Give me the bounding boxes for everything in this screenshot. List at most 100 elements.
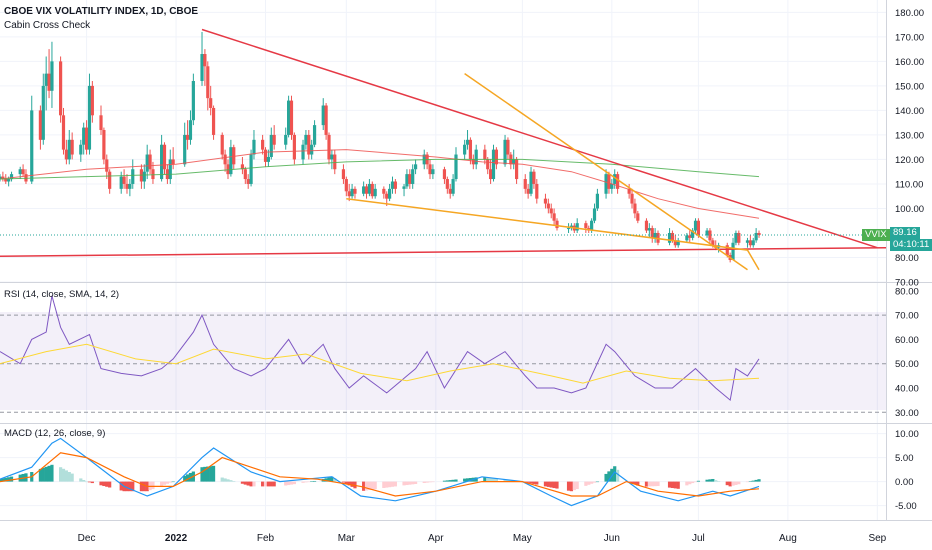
macd-tick-label: 0.00 [895,477,914,488]
macd-histogram-bar [413,481,418,484]
macd-histogram-bar [653,481,657,487]
macd-histogram-bar [688,481,692,485]
macd-histogram-bar [70,473,74,482]
macd-histogram-bar [330,476,334,482]
macd-histogram-bar [711,478,715,482]
candle-body [64,149,68,160]
macd-histogram-bar [650,481,654,487]
macd-histogram-bar [220,477,224,482]
candle-body [252,139,256,155]
candle-body [321,105,325,126]
macd-histogram-bar [526,481,530,483]
macd-histogram-bar [630,481,634,484]
rsi-tick-label: 70.00 [895,311,919,322]
candle-body [405,174,409,187]
macd-histogram-bar [266,481,270,487]
macd-histogram-bar [229,480,233,482]
candle-body [693,220,698,231]
candle-body [566,228,571,230]
candle-body [79,144,83,155]
macd-histogram-bar [362,481,366,491]
candle-body [575,223,579,231]
macd-tick-label: 5.00 [895,453,914,464]
macd-histogram-bar [165,481,169,484]
macd-histogram-bar [572,481,576,491]
candle-body [185,134,190,140]
macd-histogram-bar [405,481,409,486]
candle-body [160,144,164,180]
macd-histogram-bar [685,481,689,486]
macd-histogram-bar [734,481,738,485]
macd-histogram-bar [549,481,553,488]
macd-histogram-bar [402,481,406,486]
macd-histogram-bar [286,481,291,486]
candle-body [347,191,351,197]
candle-body [82,127,86,145]
candle-body [408,174,412,184]
candle-body [667,232,672,243]
macd-histogram-bar [592,481,597,483]
macd-histogram-bar [587,481,591,485]
macd-histogram-bar [269,481,273,487]
macd-histogram-bar [304,481,308,483]
candle-body [413,164,418,170]
macd-histogram-bar [503,479,507,482]
price-tick-label: 120.00 [895,155,924,166]
candle-body [108,171,112,189]
candle-body [523,179,527,189]
macd-histogram-bar [575,481,579,490]
macd-histogram-bar [745,481,750,483]
candle-body [362,186,366,194]
price-tick-label: 70.00 [895,278,919,289]
macd-histogram-bar [373,481,377,490]
price-layer [0,28,887,271]
candle-body [448,188,452,194]
candle-body [471,159,475,165]
macd-histogram-bar [226,479,230,482]
candle-body [627,188,631,194]
time-tick-label: Dec [78,533,96,544]
trend-line-1 [201,28,878,249]
sma-red-line [0,149,760,219]
candle-body [226,164,230,175]
candle-body [535,183,539,199]
price-tick-label: 170.00 [895,32,924,43]
macd-histogram-bar [44,466,48,482]
candle-body [691,230,695,238]
candle-body [232,147,236,165]
rsi-tick-label: 80.00 [895,286,919,297]
macd-histogram-bar [532,481,536,484]
rsi-tick-label: 40.00 [895,384,919,395]
macd-histogram-bar [151,481,155,490]
candle-body [590,220,594,231]
macd-histogram-bar [232,481,236,482]
macd-histogram-bar [737,481,741,485]
trend-line-3 [346,197,760,271]
time-tick-label: Jun [604,533,620,544]
macd-histogram-bar [535,481,539,485]
candle-body [90,85,94,116]
time-tick-label: Feb [257,533,275,544]
candle-body [463,144,467,155]
macd-histogram-bar [347,481,351,486]
candle-body [526,188,530,194]
macd-histogram-bar [491,478,496,482]
candle-body [84,127,89,150]
candle-body [171,159,175,165]
macd-histogram-bar [203,466,207,482]
macd-histogram-bar [246,481,250,486]
candle-body [188,120,193,140]
macd-histogram-bar [350,481,354,487]
candle-body [99,115,103,131]
candle-body [211,107,216,135]
price-tick-label: 80.00 [895,253,919,264]
countdown-tag: 04:10:11 [890,239,932,251]
candle-body [630,193,634,204]
candle-body [442,169,447,180]
macd-histogram-bar [590,481,594,484]
macd-histogram-bar [509,480,513,482]
candle-body [685,235,689,241]
macd-histogram-bar [209,466,213,482]
candle-body [751,240,755,246]
